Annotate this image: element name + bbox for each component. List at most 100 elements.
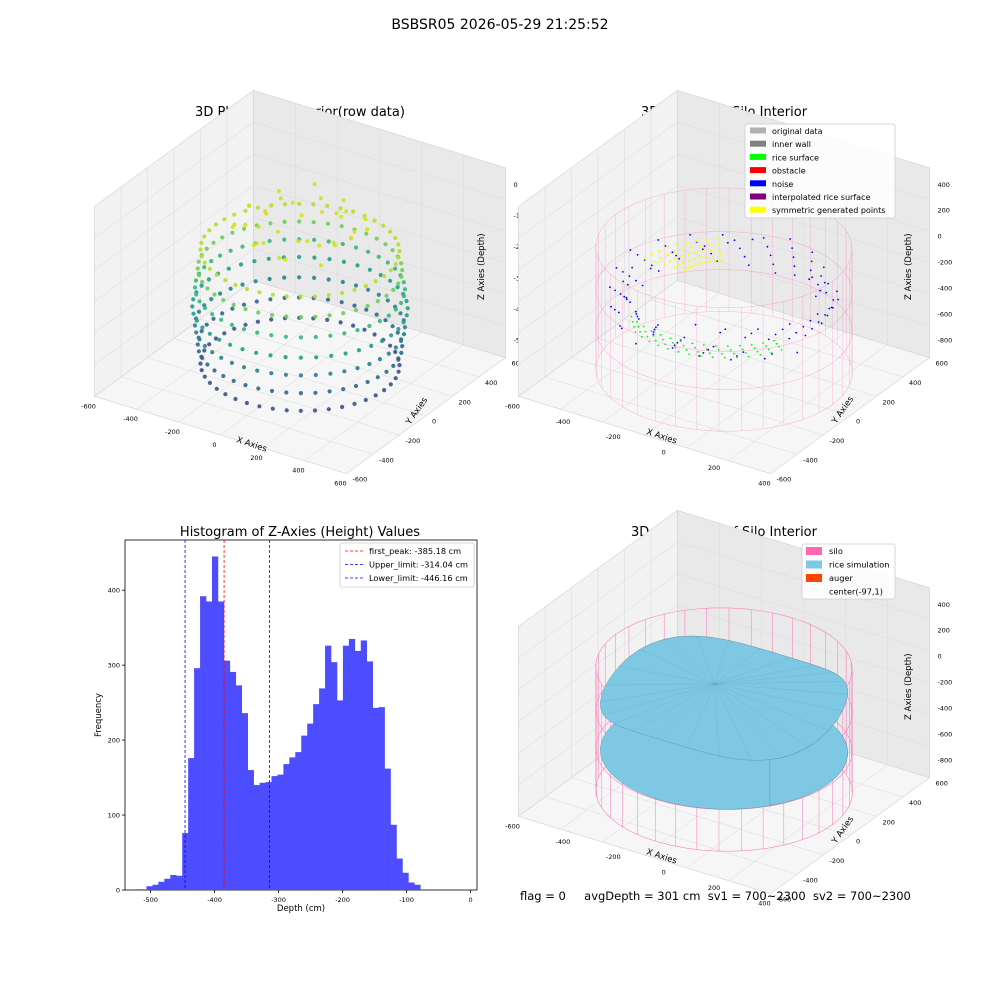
y-tick-label: -200	[406, 437, 421, 445]
raw-data-point	[196, 342, 200, 346]
y-tick-label: -400	[803, 876, 818, 884]
rice-surface-point	[757, 351, 759, 353]
noise-point	[622, 281, 624, 283]
noise-point	[734, 239, 736, 241]
z-tick-label: -800	[938, 337, 953, 345]
noise-point	[782, 329, 784, 331]
histogram-bar	[141, 889, 147, 890]
rice-surface-point	[768, 349, 770, 351]
raw-data-point	[297, 219, 301, 223]
x-tick-label: -600	[81, 402, 96, 410]
histogram-bar	[367, 661, 373, 890]
raw-data-point	[312, 256, 316, 260]
noise-point	[775, 272, 777, 274]
noise-point	[614, 309, 616, 311]
simulation-legend: silorice simulationaugercenter(-97,1)	[802, 544, 895, 599]
raw-data-point	[242, 303, 246, 307]
x-tick-label: -600	[505, 402, 520, 410]
raw-data-point	[399, 275, 403, 279]
histogram-bar	[361, 640, 367, 890]
raw-data-point	[400, 344, 404, 348]
raw-data-point	[312, 238, 316, 242]
z-tick-label: -600	[938, 731, 953, 739]
x-tick-label: 0	[212, 441, 216, 449]
raw-data-point	[354, 308, 358, 312]
raw-data-point	[232, 213, 236, 217]
raw-data-point	[364, 398, 368, 402]
raw-data-point	[353, 230, 357, 234]
raw-data-point	[320, 210, 324, 214]
symmetric-point	[664, 264, 666, 266]
raw-data-point	[220, 235, 224, 239]
raw-data-point	[399, 261, 403, 265]
raw-data-point	[268, 221, 272, 225]
raw-data-point	[223, 278, 227, 282]
raw-data-point	[386, 260, 390, 264]
simulation-z-ticks: 4002000-200-400-600-800	[938, 601, 953, 765]
raw-data-point	[381, 224, 385, 228]
raw-data-point	[257, 290, 261, 294]
noise-point	[727, 242, 729, 244]
raw-data-point	[256, 320, 260, 324]
legend-entry-label: obstacle	[772, 167, 806, 176]
raw-data-point	[317, 244, 321, 248]
raw-data-point	[299, 391, 303, 395]
x-tick-label: 0	[469, 896, 473, 904]
raw-data-point	[362, 328, 366, 332]
raw-data-point	[399, 351, 403, 355]
histogram-bar	[242, 713, 248, 890]
noise-point	[775, 334, 777, 336]
histogram-x-ticks: -500 -400 -300 -200 -100 0	[143, 890, 472, 904]
noise-point	[811, 251, 813, 253]
y-tick-label: -600	[777, 476, 792, 484]
raw-data-point	[314, 355, 318, 359]
raw-data-point	[342, 260, 346, 264]
raw-data-point	[245, 401, 249, 405]
raw-data-point	[355, 328, 359, 332]
rice-surface-point	[672, 342, 674, 344]
legend-swatch	[750, 180, 766, 186]
raw-data-point	[325, 204, 329, 208]
raw-data-point	[255, 369, 259, 373]
z-tick-label: -800	[938, 757, 953, 765]
legend-entry-label: original data	[772, 127, 823, 136]
raw-data-point	[210, 312, 214, 316]
noise-point	[610, 306, 612, 308]
raw-data-point	[254, 351, 258, 355]
raw-data-point	[387, 314, 391, 318]
sv2-text: sv2 = 700~2300	[813, 889, 911, 903]
noise-point	[827, 315, 829, 317]
raw-data-point	[389, 268, 393, 272]
x-tick-label: 0	[662, 869, 666, 877]
rice-surface-point	[635, 331, 637, 333]
histogram-bar	[212, 556, 218, 890]
histogram-bar	[307, 724, 313, 890]
classify-z-ticks: 400 200 0 -200 -400 -600 -800	[938, 181, 953, 345]
histogram-legend: first_peak: -385.18 cm Upper_limit: -314.…	[340, 543, 474, 587]
raw-data-point	[373, 332, 377, 336]
raw-data-point	[383, 242, 387, 246]
legend-entry-label: auger	[829, 573, 853, 583]
raw-data-point	[229, 287, 233, 291]
noise-point	[657, 239, 659, 241]
raw-data-point	[284, 355, 288, 359]
raw-data-point	[402, 320, 406, 324]
rice-surface-point	[709, 352, 711, 354]
symmetric-point	[699, 256, 701, 258]
legend-swatch	[750, 128, 766, 134]
raw-data-point	[305, 239, 309, 243]
rice-surface-point	[706, 348, 708, 350]
raw-data-point	[277, 189, 281, 193]
legend-entry-label: inner wall	[772, 140, 811, 149]
raw-data-point	[203, 344, 207, 348]
noise-point	[794, 265, 796, 267]
raw-data-point	[271, 407, 275, 411]
classify-legend: original data inner wall rice surface obsta…	[745, 124, 895, 218]
histogram-bar	[277, 775, 283, 890]
simulation-z-axis-label: Z Axies (Depth)	[904, 653, 914, 720]
noise-point	[698, 355, 700, 357]
raw-data-point	[364, 217, 368, 221]
y-tick-label: 400	[909, 799, 921, 807]
noise-point	[650, 268, 652, 270]
legend-entry-label: silo	[829, 546, 843, 556]
